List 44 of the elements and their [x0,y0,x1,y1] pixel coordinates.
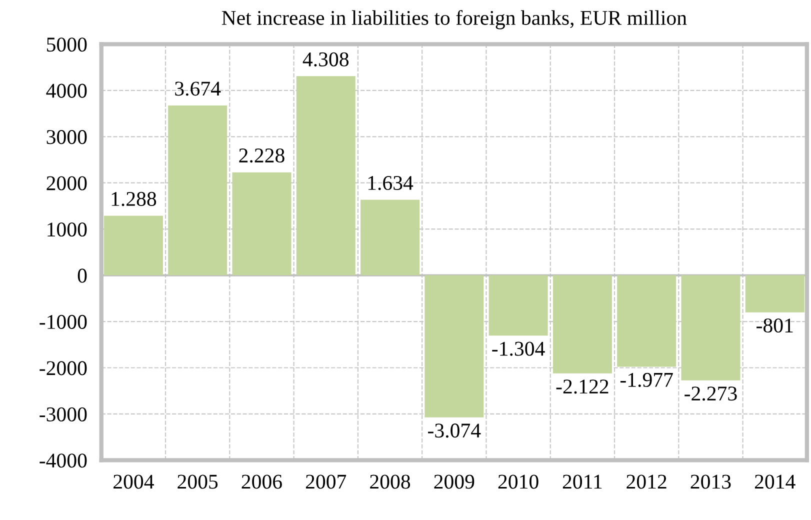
data-label: -1.304 [492,342,545,356]
y-tick-label: 3000 [46,130,87,144]
data-label: 1.288 [112,192,156,206]
x-tick-label: 2005 [178,474,218,489]
x-tick-label: 2004 [114,474,154,489]
x-tick-label: 2013 [690,474,731,489]
bar [360,200,420,276]
x-tick-label: 2007 [306,474,346,489]
bar [552,275,612,374]
data-label: -1.977 [620,372,673,387]
data-label: 1.634 [368,176,414,190]
x-tick-label: 2008 [370,474,410,489]
bar [104,216,163,276]
data-label: 2.228 [239,148,284,163]
y-tick-label: -2000 [40,361,87,376]
bar [232,172,292,276]
data-label: -2.122 [556,380,608,394]
data-label: 3.674 [175,82,221,96]
bar [296,76,356,276]
x-tick-label: 2014 [754,474,796,489]
y-tick-label: 5000 [47,38,87,52]
y-tick-label: 0 [78,268,87,283]
y-tick-label: -1000 [40,314,87,329]
x-tick-label: 2010 [498,474,538,489]
bar [745,275,804,312]
chart-title: Net increase in liabilities to foreign banks, EUR million [222,10,687,30]
y-tick-label: -4000 [40,454,87,468]
y-tick-label: 4000 [46,84,87,98]
data-label: -3.074 [428,424,481,438]
bar [168,105,228,276]
data-label: -801 [756,318,793,333]
y-tick-label: -3000 [40,407,87,422]
data-label: -2.273 [684,386,737,401]
x-tick-label: 2009 [434,474,474,489]
bar [617,275,676,367]
y-tick-label: 1000 [48,222,87,237]
x-tick-label: 2012 [626,474,666,489]
data-label: 4.308 [302,52,349,66]
bar [424,275,484,418]
x-tick-label: 2006 [242,474,282,489]
bar [681,275,740,380]
bar [488,275,548,336]
y-tick-label: 2000 [46,176,87,190]
x-tick-label: 2011 [562,474,602,489]
